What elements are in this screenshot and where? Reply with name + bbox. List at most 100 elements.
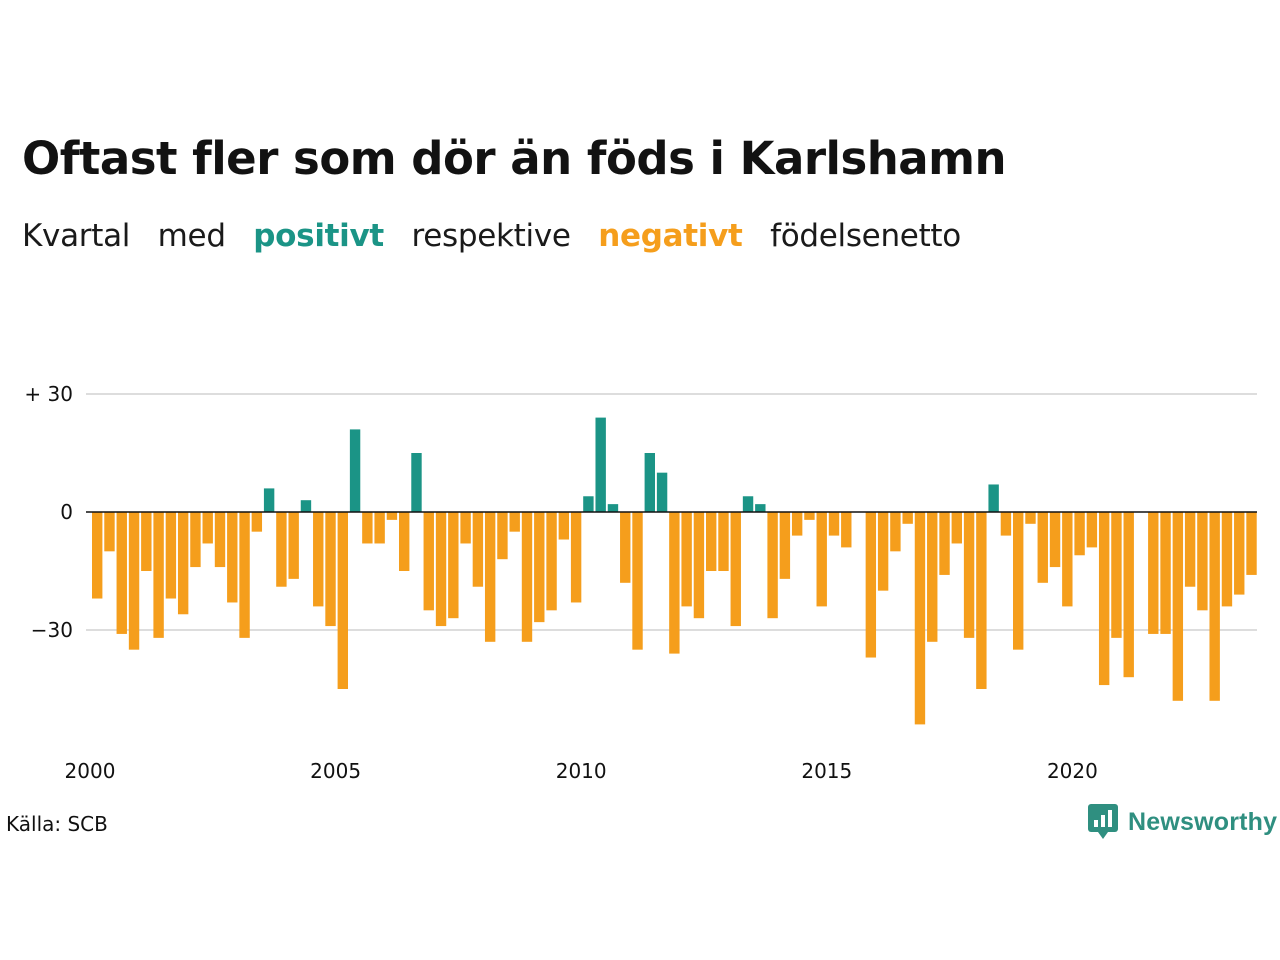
bar-negative xyxy=(521,512,533,642)
subtitle-word-kvartal: Kvartal xyxy=(22,218,131,254)
bar-negative xyxy=(497,512,508,560)
y-tick-label: −30 xyxy=(31,618,73,642)
bar-negative xyxy=(1098,512,1110,686)
bar-negative xyxy=(362,512,373,544)
source-note: Källa: SCB xyxy=(6,812,108,836)
bar-negative xyxy=(816,512,827,607)
bar-negative xyxy=(841,512,852,548)
bar-negative xyxy=(828,512,840,536)
chart-title: Oftast fler som dör än föds i Karlshamn xyxy=(22,132,1007,185)
bar-negative xyxy=(890,512,901,552)
bar-negative xyxy=(128,512,140,650)
bar-negative xyxy=(435,512,447,627)
bar-negative xyxy=(141,512,152,571)
bar-negative xyxy=(534,512,545,623)
bar-positive xyxy=(607,504,619,512)
bar-negative xyxy=(976,512,987,689)
bar-negative xyxy=(1246,512,1257,575)
bar-negative xyxy=(509,512,520,532)
bar-negative xyxy=(570,512,582,603)
bar-negative xyxy=(791,512,803,536)
bar-negative xyxy=(374,512,385,544)
bar-positive xyxy=(755,504,766,512)
bar-negative xyxy=(1234,512,1245,595)
bar-negative xyxy=(632,512,643,650)
bar-negative xyxy=(227,512,238,603)
bar-negative xyxy=(92,512,103,599)
bar-negative xyxy=(1037,512,1048,583)
bar-chart: + 30 0 −30 2000 2005 2010 2015 2020 xyxy=(24,382,1257,783)
bar-negative xyxy=(276,512,287,587)
bar-negative xyxy=(669,512,680,654)
bar-negative xyxy=(423,512,434,611)
bar-negative xyxy=(325,512,336,627)
bar-negative xyxy=(484,512,496,642)
bar-negative xyxy=(951,512,962,544)
bar-negative xyxy=(693,512,705,619)
bar-negative xyxy=(177,512,189,615)
subtitle-word-fodelsenetto: födelsenetto xyxy=(770,218,961,254)
bar-negative xyxy=(877,512,889,591)
x-tick-label: 2005 xyxy=(310,759,361,783)
bar-negative xyxy=(546,512,557,611)
bar-positive xyxy=(742,496,754,512)
x-tick-label: 2010 xyxy=(556,759,607,783)
bar-negative xyxy=(1209,512,1220,701)
bar-positive xyxy=(263,488,275,512)
x-tick-label: 2020 xyxy=(1047,759,1098,783)
bar-negative xyxy=(1172,512,1184,701)
bar-negative xyxy=(779,512,791,579)
brand-logo: Newsworthy xyxy=(1088,804,1277,840)
bar-negative xyxy=(1123,512,1134,678)
bar-negative xyxy=(804,512,815,520)
bar-negative xyxy=(939,512,950,575)
x-tick-label: 2000 xyxy=(65,759,116,783)
bar-negative xyxy=(963,512,975,638)
bar-negative xyxy=(337,512,348,689)
bar-negative xyxy=(116,512,127,634)
bar-negative xyxy=(448,512,459,619)
y-tick-label: + 30 xyxy=(24,382,73,406)
bar-negative xyxy=(914,512,926,725)
subtitle-negative-label: negativt xyxy=(598,218,743,254)
y-tick-label: 0 xyxy=(60,500,73,524)
bar-negative xyxy=(472,512,484,587)
bar-negative xyxy=(239,512,250,638)
subtitle-word-respektive: respektive xyxy=(411,218,571,254)
bar-negative xyxy=(718,512,729,571)
brand-name: Newsworthy xyxy=(1128,807,1278,836)
bar-positive xyxy=(988,484,999,512)
bar-negative xyxy=(1025,512,1036,524)
bar-negative xyxy=(865,512,877,658)
bar-positive xyxy=(583,496,594,512)
bar-negative xyxy=(386,512,398,520)
bar-negative xyxy=(165,512,177,599)
bar-negative xyxy=(1000,512,1012,536)
bar-positive xyxy=(644,453,655,512)
newsworthy-logo-icon xyxy=(1088,804,1118,839)
bar-negative xyxy=(706,512,717,571)
bar-negative xyxy=(1049,512,1061,568)
bar-negative xyxy=(1221,512,1233,607)
bar-positive xyxy=(300,500,312,512)
bar-negative xyxy=(1197,512,1208,611)
bar-negative xyxy=(681,512,692,607)
bar-negative xyxy=(288,512,299,579)
bar-negative xyxy=(190,512,201,568)
bar-negative xyxy=(1111,512,1122,638)
bar-negative xyxy=(460,512,471,544)
bar-negative xyxy=(202,512,213,544)
bar-positive xyxy=(656,472,668,512)
bar-negative xyxy=(1062,512,1073,607)
bar-negative xyxy=(1086,512,1098,548)
bar-negative xyxy=(399,512,410,571)
bar-positive xyxy=(349,429,361,512)
bar-negative xyxy=(767,512,778,619)
bar-negative xyxy=(214,512,226,568)
bar-negative xyxy=(620,512,631,583)
bar-negative xyxy=(251,512,263,532)
bar-negative xyxy=(730,512,741,627)
bar-negative xyxy=(1013,512,1024,650)
bar-negative xyxy=(558,512,570,540)
bar-positive xyxy=(411,453,422,512)
